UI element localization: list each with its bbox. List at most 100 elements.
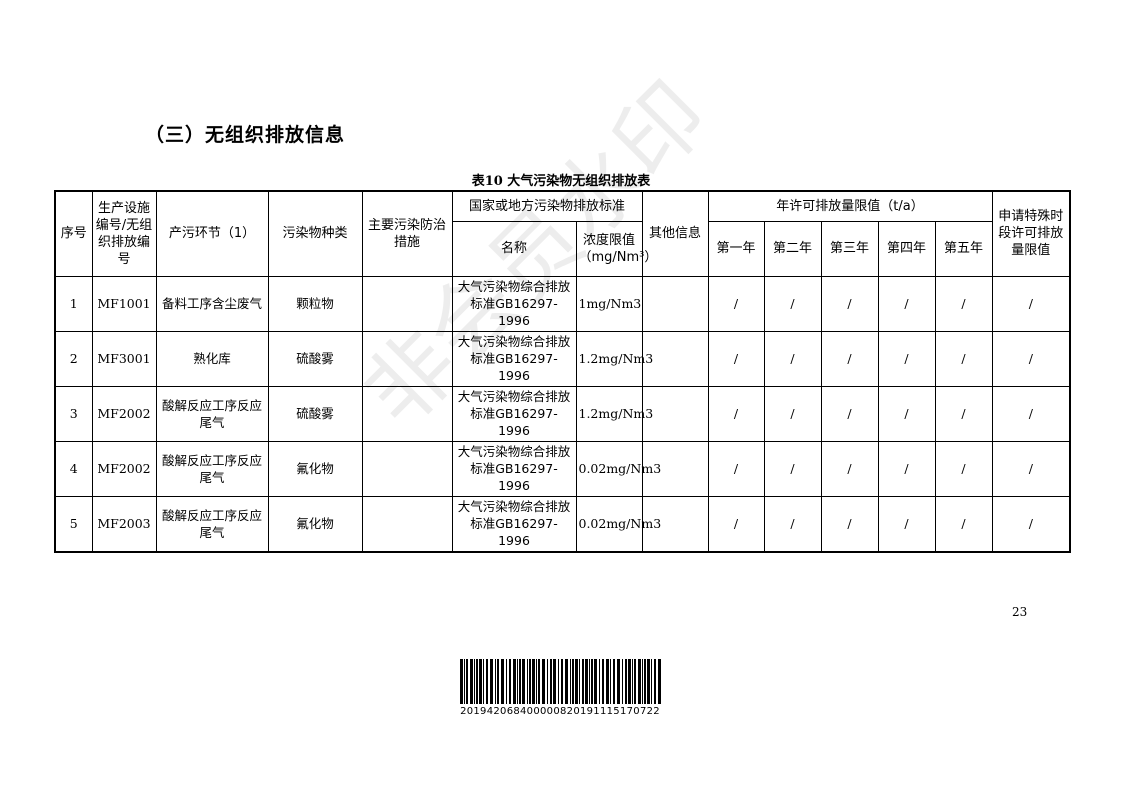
header-seq: 序号 (54, 190, 93, 277)
barcode-bar (547, 659, 548, 704)
cell-limit: 0.02mg/Nm3 (575, 440, 661, 497)
header-pollutant: 污染物种类 (267, 190, 363, 277)
barcode-bar (638, 659, 641, 704)
page-number: 23 (1012, 605, 1028, 619)
section-title: （三）无组织排放信息 (145, 124, 346, 146)
cell-facility: MF2002 (91, 440, 157, 497)
barcode-bar (483, 659, 484, 704)
table-row: 2 MF3001 熟化库 硫酸雾 大气污染物综合排放标准GB16297-1996 1.2m… (54, 330, 1071, 387)
barcode-bar (585, 659, 588, 704)
barcode-bar (495, 659, 496, 704)
cell-y1: / (707, 440, 765, 497)
cell-special: / (991, 495, 1071, 552)
cell-y3: / (820, 440, 879, 497)
table-caption: 表10 大气污染物无组织排放表 (0, 170, 1122, 189)
barcode-bar (486, 659, 488, 704)
barcode-bar (479, 659, 482, 704)
cell-measures (361, 275, 453, 332)
barcode-bar (654, 659, 656, 704)
header-annual-group: 年许可排放量限值（t/a） (707, 190, 993, 222)
header-standard-name: 名称 (451, 220, 577, 277)
cell-measures (361, 440, 453, 497)
barcode-bar (532, 659, 535, 704)
header-y2: 第二年 (763, 220, 822, 277)
header-stage: 产污环节（1） (155, 190, 269, 277)
emission-table: 序号 生产设施编号/无组织排放编号 产污环节（1） 污染物种类 主要污染防治措施… (54, 190, 1072, 553)
barcode-bar (538, 659, 540, 704)
header-y3: 第三年 (820, 220, 879, 277)
barcode-bar (464, 659, 465, 704)
barcode-bar (522, 659, 525, 704)
cell-y2: / (763, 440, 822, 497)
cell-y1: / (707, 495, 765, 552)
barcode-bar (589, 659, 590, 704)
barcode-bar (470, 659, 473, 704)
cell-y4: / (877, 330, 936, 387)
cell-special: / (991, 385, 1071, 442)
cell-pollutant: 硫酸雾 (267, 330, 363, 387)
barcode-bar (542, 659, 545, 704)
cell-y2: / (763, 330, 822, 387)
cell-y1: / (707, 275, 765, 332)
cell-seq: 5 (54, 495, 93, 552)
barcode (460, 659, 661, 704)
cell-stage: 酸解反应工序反应尾气 (155, 385, 269, 442)
cell-y5: / (934, 440, 993, 497)
cell-y2: / (763, 275, 822, 332)
cell-other (641, 330, 709, 387)
barcode-bar (622, 659, 623, 704)
barcode-bar (617, 659, 620, 704)
barcode-bar (509, 659, 511, 704)
cell-other (641, 440, 709, 497)
cell-y2: / (763, 495, 822, 552)
barcode-bar (497, 659, 499, 704)
cell-stage: 酸解反应工序反应尾气 (155, 495, 269, 552)
header-other: 其他信息 (641, 190, 709, 277)
barcode-bar (536, 659, 537, 704)
cell-y1: / (707, 385, 765, 442)
cell-limit: 1.2mg/Nm3 (575, 330, 653, 387)
barcode-bar (529, 659, 531, 704)
barcode-bar (658, 659, 661, 704)
cell-special: / (991, 330, 1071, 387)
cell-pollutant: 氟化物 (267, 495, 363, 552)
cell-y5: / (934, 495, 993, 552)
barcode-bar (606, 659, 609, 704)
barcode-bar (506, 659, 507, 704)
barcode-bar (591, 659, 593, 704)
barcode-bar (553, 659, 556, 704)
table-row: 5 MF2003 酸解反应工序反应尾气 氟化物 大气污染物综合排放标准GB16297-1… (54, 495, 1071, 552)
cell-standard: 大气污染物综合排放标准GB16297-1996 (451, 495, 577, 552)
cell-standard: 大气污染物综合排放标准GB16297-1996 (451, 275, 577, 332)
barcode-bar (476, 659, 478, 704)
cell-y4: / (877, 440, 936, 497)
cell-y4: / (877, 495, 936, 552)
table-row: 4 MF2002 酸解反应工序反应尾气 氟化物 大气污染物综合排放标准GB16297-1… (54, 440, 1071, 497)
barcode-bar (628, 659, 631, 704)
cell-measures (361, 330, 453, 387)
cell-special: / (991, 440, 1071, 497)
cell-limit: 1mg/Nm3 (575, 275, 643, 332)
barcode-bar (490, 659, 493, 704)
barcode-bar (602, 659, 604, 704)
cell-y5: / (934, 330, 993, 387)
cell-facility: MF2002 (91, 385, 157, 442)
barcode-bar (594, 659, 597, 704)
cell-pollutant: 硫酸雾 (267, 385, 363, 442)
barcode-bar (642, 659, 643, 704)
barcode-bar (527, 659, 528, 704)
barcode-bar (572, 659, 574, 704)
cell-measures (361, 495, 453, 552)
table-row: 1 MF1001 备料工序含尘废气 颗粒物 大气污染物综合排放标准GB16297-199… (54, 275, 1071, 332)
barcode-bar (466, 659, 468, 704)
barcode-bar (599, 659, 600, 704)
barcode-bar (579, 659, 580, 704)
cell-standard: 大气污染物综合排放标准GB16297-1996 (451, 385, 577, 442)
caption-text: 表10 大气污染物无组织排放表 (471, 174, 651, 189)
barcode-bar (613, 659, 615, 704)
cell-standard: 大气污染物综合排放标准GB16297-1996 (451, 440, 577, 497)
cell-standard: 大气污染物综合排放标准GB16297-1996 (451, 330, 577, 387)
barcode-bar (460, 659, 463, 704)
header-y1: 第一年 (707, 220, 765, 277)
cell-y2: / (763, 385, 822, 442)
